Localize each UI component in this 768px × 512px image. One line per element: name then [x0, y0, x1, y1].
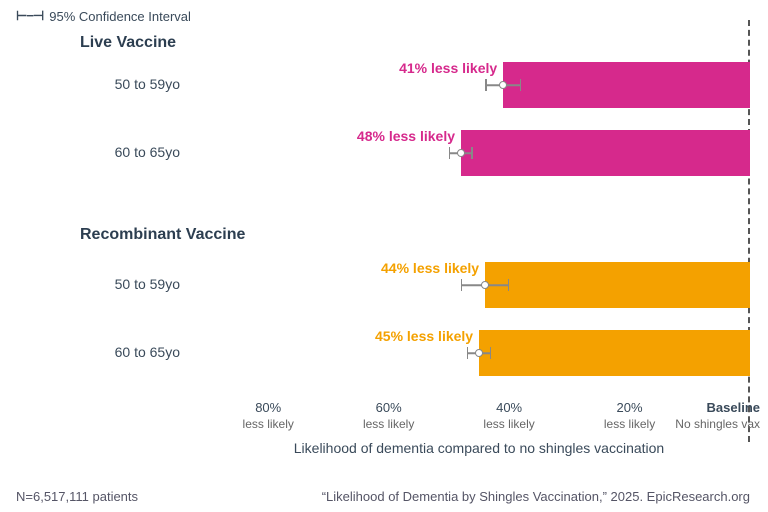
x-tick-label: 60%less likely: [349, 400, 429, 432]
bar-value-label: 44% less likely: [381, 260, 479, 276]
row-age-label: 60 to 65yo: [40, 344, 180, 360]
group-title: Live Vaccine: [80, 34, 176, 52]
error-bar: [461, 279, 509, 291]
bar: [461, 130, 750, 176]
plot-area: 41% less likely 48% less likely 44% less l…: [208, 20, 750, 442]
bar-value-label: 41% less likely: [399, 60, 497, 76]
error-bar: [449, 147, 473, 159]
ci-legend: ⊢−⊣ 95% Confidence Interval: [16, 8, 191, 24]
x-axis-title: Likelihood of dementia compared to no sh…: [208, 440, 750, 456]
bar: [503, 62, 750, 108]
x-tick-label: 80%less likely: [228, 400, 308, 432]
bar-value-label: 45% less likely: [375, 328, 473, 344]
group-title: Recombinant Vaccine: [80, 226, 245, 244]
error-bar: [485, 79, 521, 91]
chart: ⊢−⊣ 95% Confidence Interval 41% less lik…: [0, 0, 768, 512]
row-age-label: 50 to 59yo: [40, 276, 180, 292]
x-tick-label: 40%less likely: [469, 400, 549, 432]
bar-value-label: 48% less likely: [357, 128, 455, 144]
footer-n: N=6,517,111 patients: [16, 489, 138, 504]
bar: [485, 262, 750, 308]
x-tick-label: BaselineNo shingles vax: [650, 400, 760, 432]
error-bar: [467, 347, 491, 359]
ci-glyph: ⊢−⊣: [16, 8, 43, 24]
footer-cite: “Likelihood of Dementia by Shingles Vacc…: [322, 489, 750, 504]
row-age-label: 60 to 65yo: [40, 144, 180, 160]
bar: [479, 330, 750, 376]
row-age-label: 50 to 59yo: [40, 76, 180, 92]
ci-legend-label: 95% Confidence Interval: [49, 9, 191, 24]
